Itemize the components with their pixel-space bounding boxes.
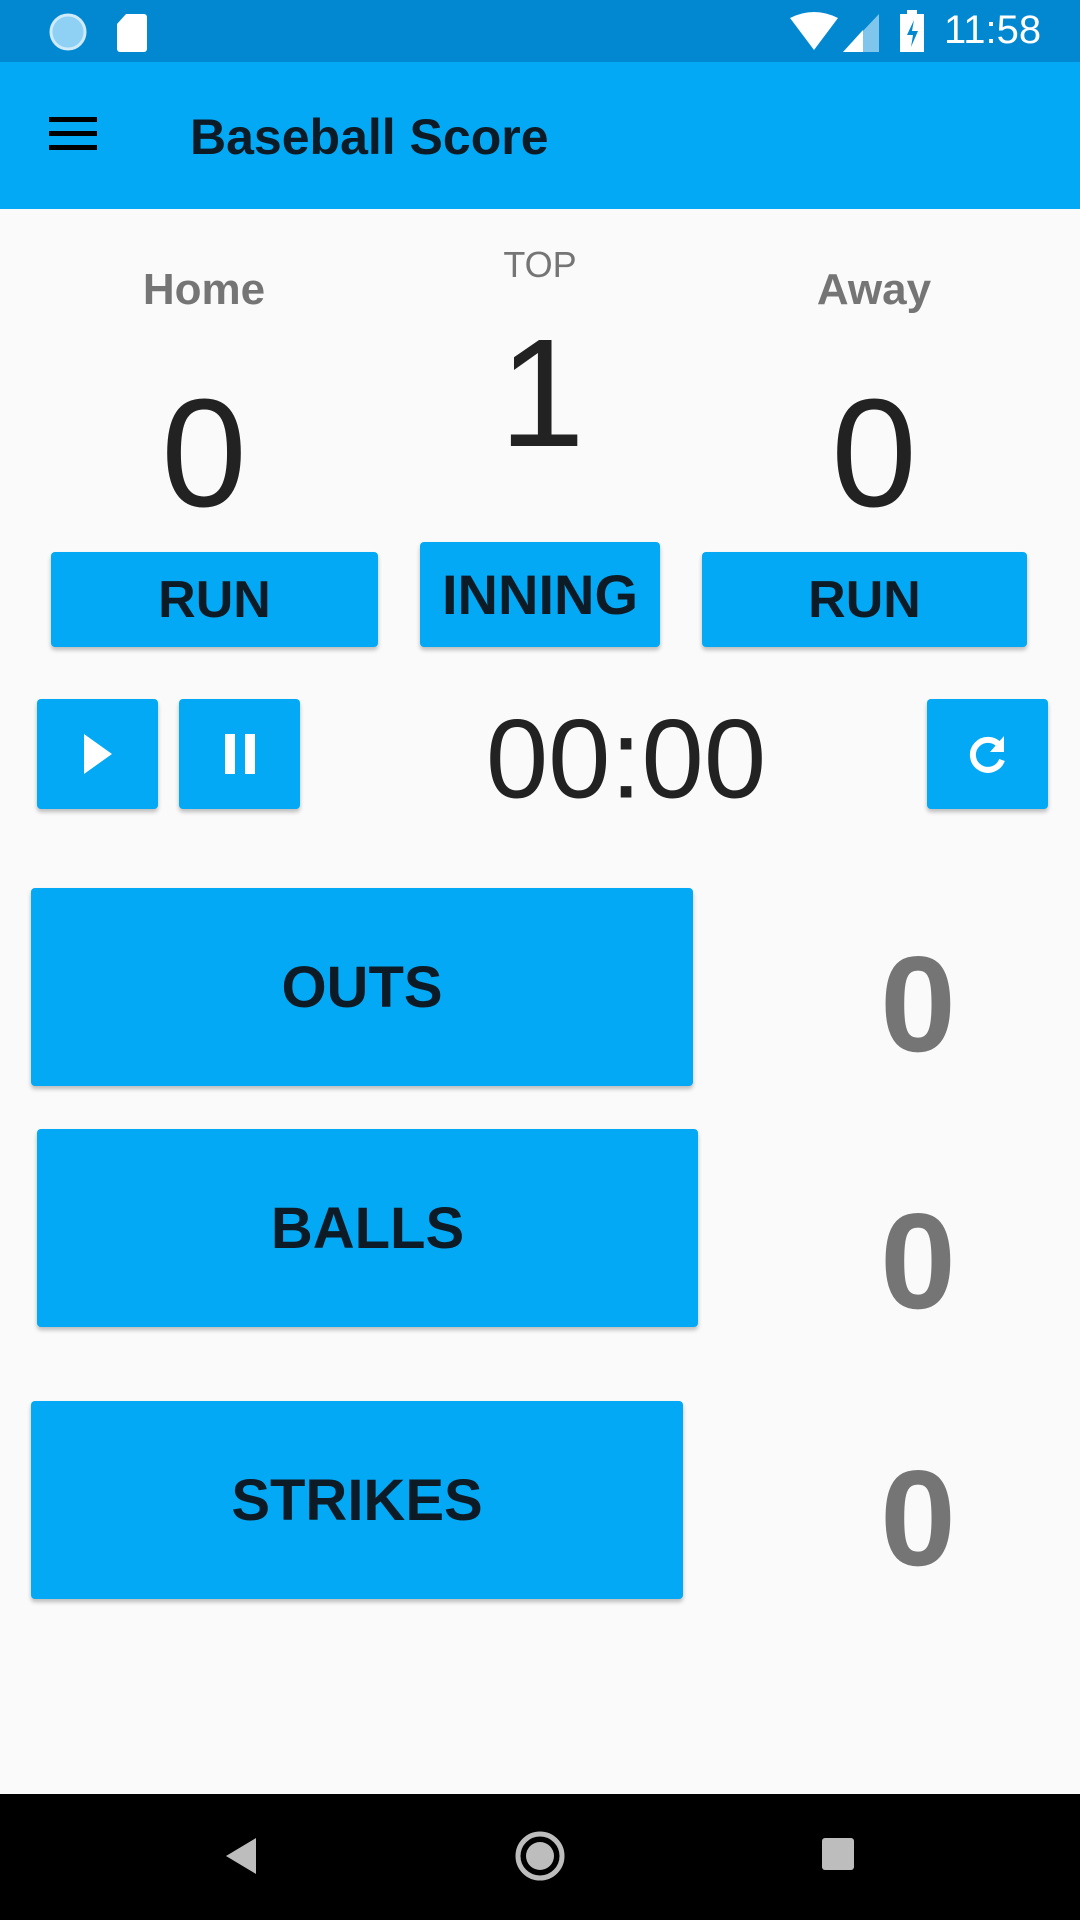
- inning-number: 1: [499, 307, 585, 479]
- hamburger-menu-icon[interactable]: [49, 117, 97, 151]
- sync-icon: [49, 13, 87, 51]
- page-title: Baseball Score: [190, 109, 549, 165]
- back-icon[interactable]: [224, 1836, 258, 1876]
- balls-count: 0: [880, 1185, 956, 1337]
- away-run-button[interactable]: RUN: [702, 552, 1027, 647]
- app-bar: Baseball Score: [0, 62, 1080, 209]
- clock: 11:58: [944, 8, 1042, 52]
- navigation-bar: [0, 1794, 1080, 1920]
- status-bar: 11:58: [0, 0, 1080, 62]
- pause-button[interactable]: [179, 699, 300, 809]
- strikes-button[interactable]: STRIKES: [31, 1401, 683, 1599]
- home-label: Home: [142, 265, 266, 314]
- away-label: Away: [816, 265, 932, 314]
- reset-timer-button[interactable]: [927, 699, 1048, 809]
- battery-charging-icon: [900, 10, 924, 52]
- balls-button[interactable]: BALLS: [37, 1129, 698, 1327]
- timer-display: 00:00: [485, 696, 767, 822]
- wifi-icon: [790, 12, 838, 50]
- outs-button[interactable]: OUTS: [31, 888, 693, 1086]
- play-icon: [83, 734, 112, 774]
- recents-icon[interactable]: [822, 1838, 854, 1872]
- inning-half: TOP: [503, 244, 577, 285]
- home-icon[interactable]: [514, 1830, 566, 1882]
- home-score: 0: [161, 367, 247, 539]
- refresh-icon: [969, 736, 1005, 773]
- home-run-button[interactable]: RUN: [51, 552, 378, 647]
- away-score: 0: [831, 367, 917, 539]
- inning-button[interactable]: INNING: [420, 542, 660, 647]
- outs-count: 0: [880, 928, 956, 1080]
- play-button[interactable]: [37, 699, 158, 809]
- signal-icon: [843, 14, 879, 52]
- pause-icon: [224, 734, 255, 774]
- sd-card-icon: [117, 14, 147, 52]
- strikes-count: 0: [880, 1442, 956, 1594]
